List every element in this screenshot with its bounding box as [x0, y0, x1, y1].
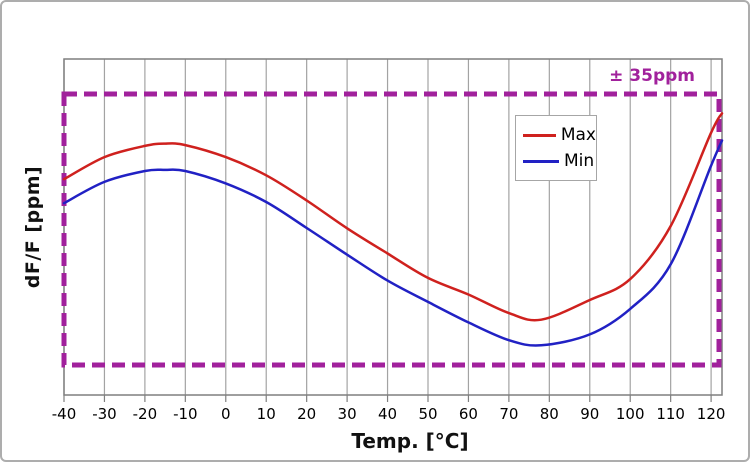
legend-label-max: Max: [560, 124, 596, 145]
x-tick-label: 60: [458, 405, 478, 423]
x-tick-label: 20: [297, 405, 317, 423]
x-axis-title: Temp. [°C]: [351, 429, 469, 453]
legend-label-min: Min: [564, 150, 595, 171]
x-tick-label: -20: [132, 405, 158, 423]
x-tick-label: 100: [615, 405, 645, 423]
min-curve: [62, 139, 724, 347]
plot-border: [63, 58, 723, 396]
x-tick-label: -10: [173, 405, 198, 423]
max-curve: [62, 112, 724, 322]
x-tick-label: 10: [256, 405, 276, 423]
x-tick-label: 80: [539, 405, 559, 423]
x-tick-label: 50: [418, 405, 438, 423]
x-tick-label: 70: [499, 405, 519, 423]
legend-item-min: Min: [523, 150, 596, 171]
x-tick-label: 90: [580, 405, 600, 423]
tolerance-label: ± 35ppm: [609, 66, 695, 86]
legend: Max Min: [515, 115, 597, 181]
x-tick-label: 120: [696, 405, 726, 423]
x-tick-label: 0: [220, 405, 231, 423]
x-tick-label: -30: [92, 405, 117, 423]
max-line-swatch: [523, 133, 556, 137]
legend-item-max: Max: [523, 124, 596, 145]
x-tick-label: 40: [378, 405, 398, 423]
y-axis-title: dF/F [ppm]: [22, 165, 44, 289]
min-line-swatch: [523, 159, 559, 163]
tolerance-band: [61, 91, 722, 368]
x-tick-label: 110: [656, 405, 685, 423]
x-tick-label: 30: [337, 405, 357, 423]
x-tick-label: -40: [51, 405, 77, 423]
